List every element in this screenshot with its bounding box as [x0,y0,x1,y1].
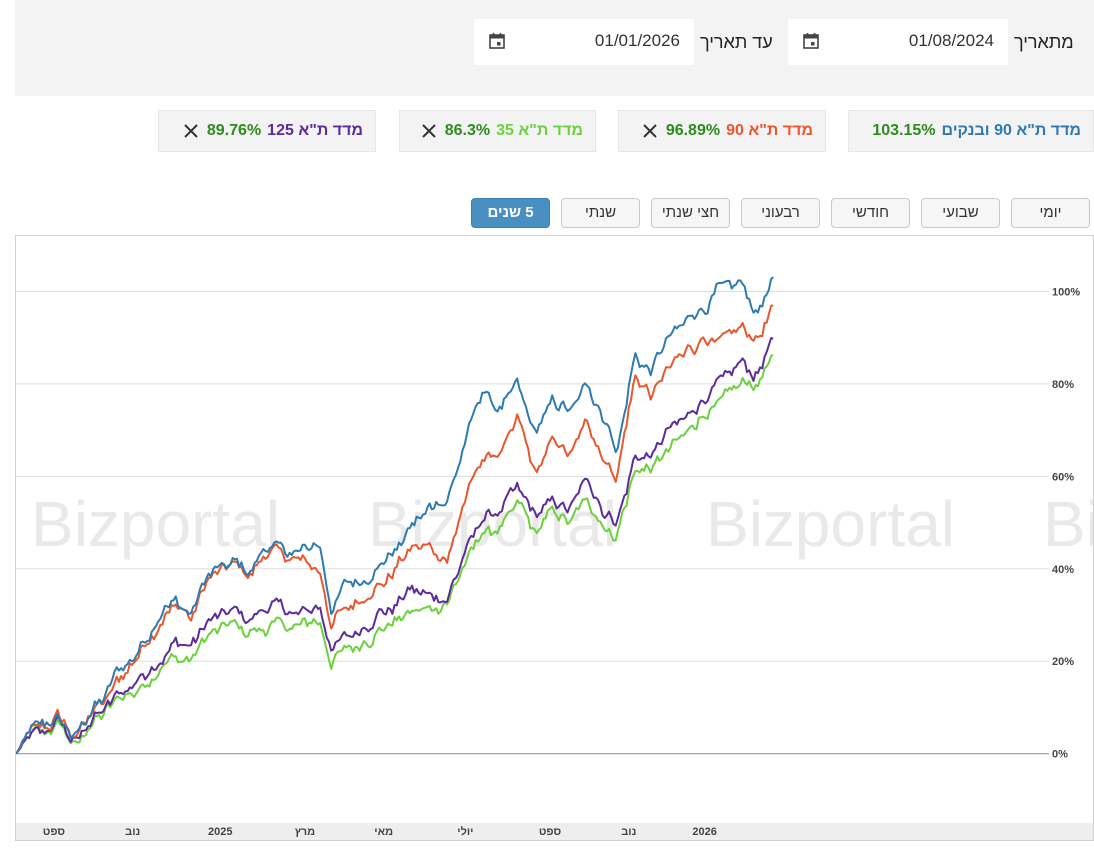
series-line [15,304,774,755]
strip-left-edge [0,0,15,96]
x-axis-band [16,823,1093,840]
to-date-value: 01/01/2026 [594,31,680,50]
y-tick-label: 100% [1052,286,1080,298]
series-line [15,337,774,755]
watermark-bizportal: Bizportal [31,488,280,560]
range-tab-monthly[interactable]: חודשי [831,198,910,228]
range-tab-yearly[interactable]: שנתי [561,198,640,228]
watermark-bizportal: Bizportal [1043,488,1093,560]
range-tab-5-years[interactable]: 5 שנים [471,198,550,228]
y-tick-label: 60% [1052,471,1074,483]
series-chip-name: מדד ת"א 125 [267,122,363,139]
from-date-value: 01/08/2024 [908,31,994,50]
y-tick-label: 0% [1052,749,1068,761]
range-tab-quarterly[interactable]: רבעוני [741,198,820,228]
series-chip[interactable]: מדד ת"א 90 ובנקים 103.15% [848,110,1094,152]
x-tick-label: יולי [457,825,473,838]
to-date-input[interactable]: 01/01/2026 [474,19,694,65]
x-tick-label: נוב [125,826,140,838]
range-tab-half-year[interactable]: חצי שנתי [651,198,730,228]
x-axis-labels: ספט נוב 2025 מרץ מאי יולי ספט נוב 2026 [43,825,717,838]
watermark-layer: Bizportal Bizportal Bizportal Bizportal [31,488,1094,560]
x-tick-label: מרץ [295,826,315,838]
watermark-bizportal: Bizportal [368,488,617,560]
calendar-icon[interactable] [802,32,820,50]
remove-series-icon[interactable] [183,123,199,139]
series-chip-percent: 86.3% [444,122,491,139]
from-date-label: מתאריך [1014,32,1074,52]
series-chip-percent: 103.15% [872,122,936,139]
x-tick-label: נוב [621,826,636,838]
series-chip[interactable]: מדד ת"א 125 89.76% [158,110,376,152]
series-chip-name: מדד ת"א 90 ובנקים [941,122,1081,139]
performance-chart: Bizportal Bizportal Bizportal Bizportal … [15,276,1094,840]
series-lines [15,276,774,755]
remove-series-icon[interactable] [421,123,437,139]
series-chip-percent: 89.76% [206,122,262,139]
y-tick-label: 40% [1052,564,1074,576]
series-chip-percent: 96.89% [665,122,721,139]
to-date-label: עד תאריך [700,32,773,52]
series-line [15,354,774,755]
series-chip-name: מדד ת"א 35 [496,122,583,139]
series-chip[interactable]: מדד ת"א 35 86.3% [399,110,596,152]
watermark-bizportal: Bizportal [706,488,955,560]
x-tick-label: 2025 [208,826,232,838]
series-chip-name: מדד ת"א 90 [726,122,813,139]
series-chip[interactable]: מדד ת"א 90 96.89% [618,110,826,152]
y-axis-labels: 0% 20% 40% 60% 80% 100% [1052,286,1080,760]
from-date-input[interactable]: 01/08/2024 [788,19,1008,65]
y-tick-label: 80% [1052,379,1074,391]
remove-series-icon[interactable] [642,123,658,139]
y-tick-label: 20% [1052,656,1074,668]
gridlines [16,290,1049,755]
calendar-icon[interactable] [488,32,506,50]
date-filter-bar: 01/08/2024 מתאריך 01/01/2026 עד תאריך [0,0,1094,96]
x-tick-label: 2026 [692,826,716,838]
chart-container: Bizportal Bizportal Bizportal Bizportal … [15,235,1094,841]
x-tick-label: ספט [43,826,66,838]
x-tick-label: ספט [539,826,562,838]
series-line [15,276,774,755]
range-tab-daily[interactable]: יומי [1011,198,1090,228]
range-tab-weekly[interactable]: שבועי [921,198,1000,228]
x-tick-label: מאי [374,826,393,838]
